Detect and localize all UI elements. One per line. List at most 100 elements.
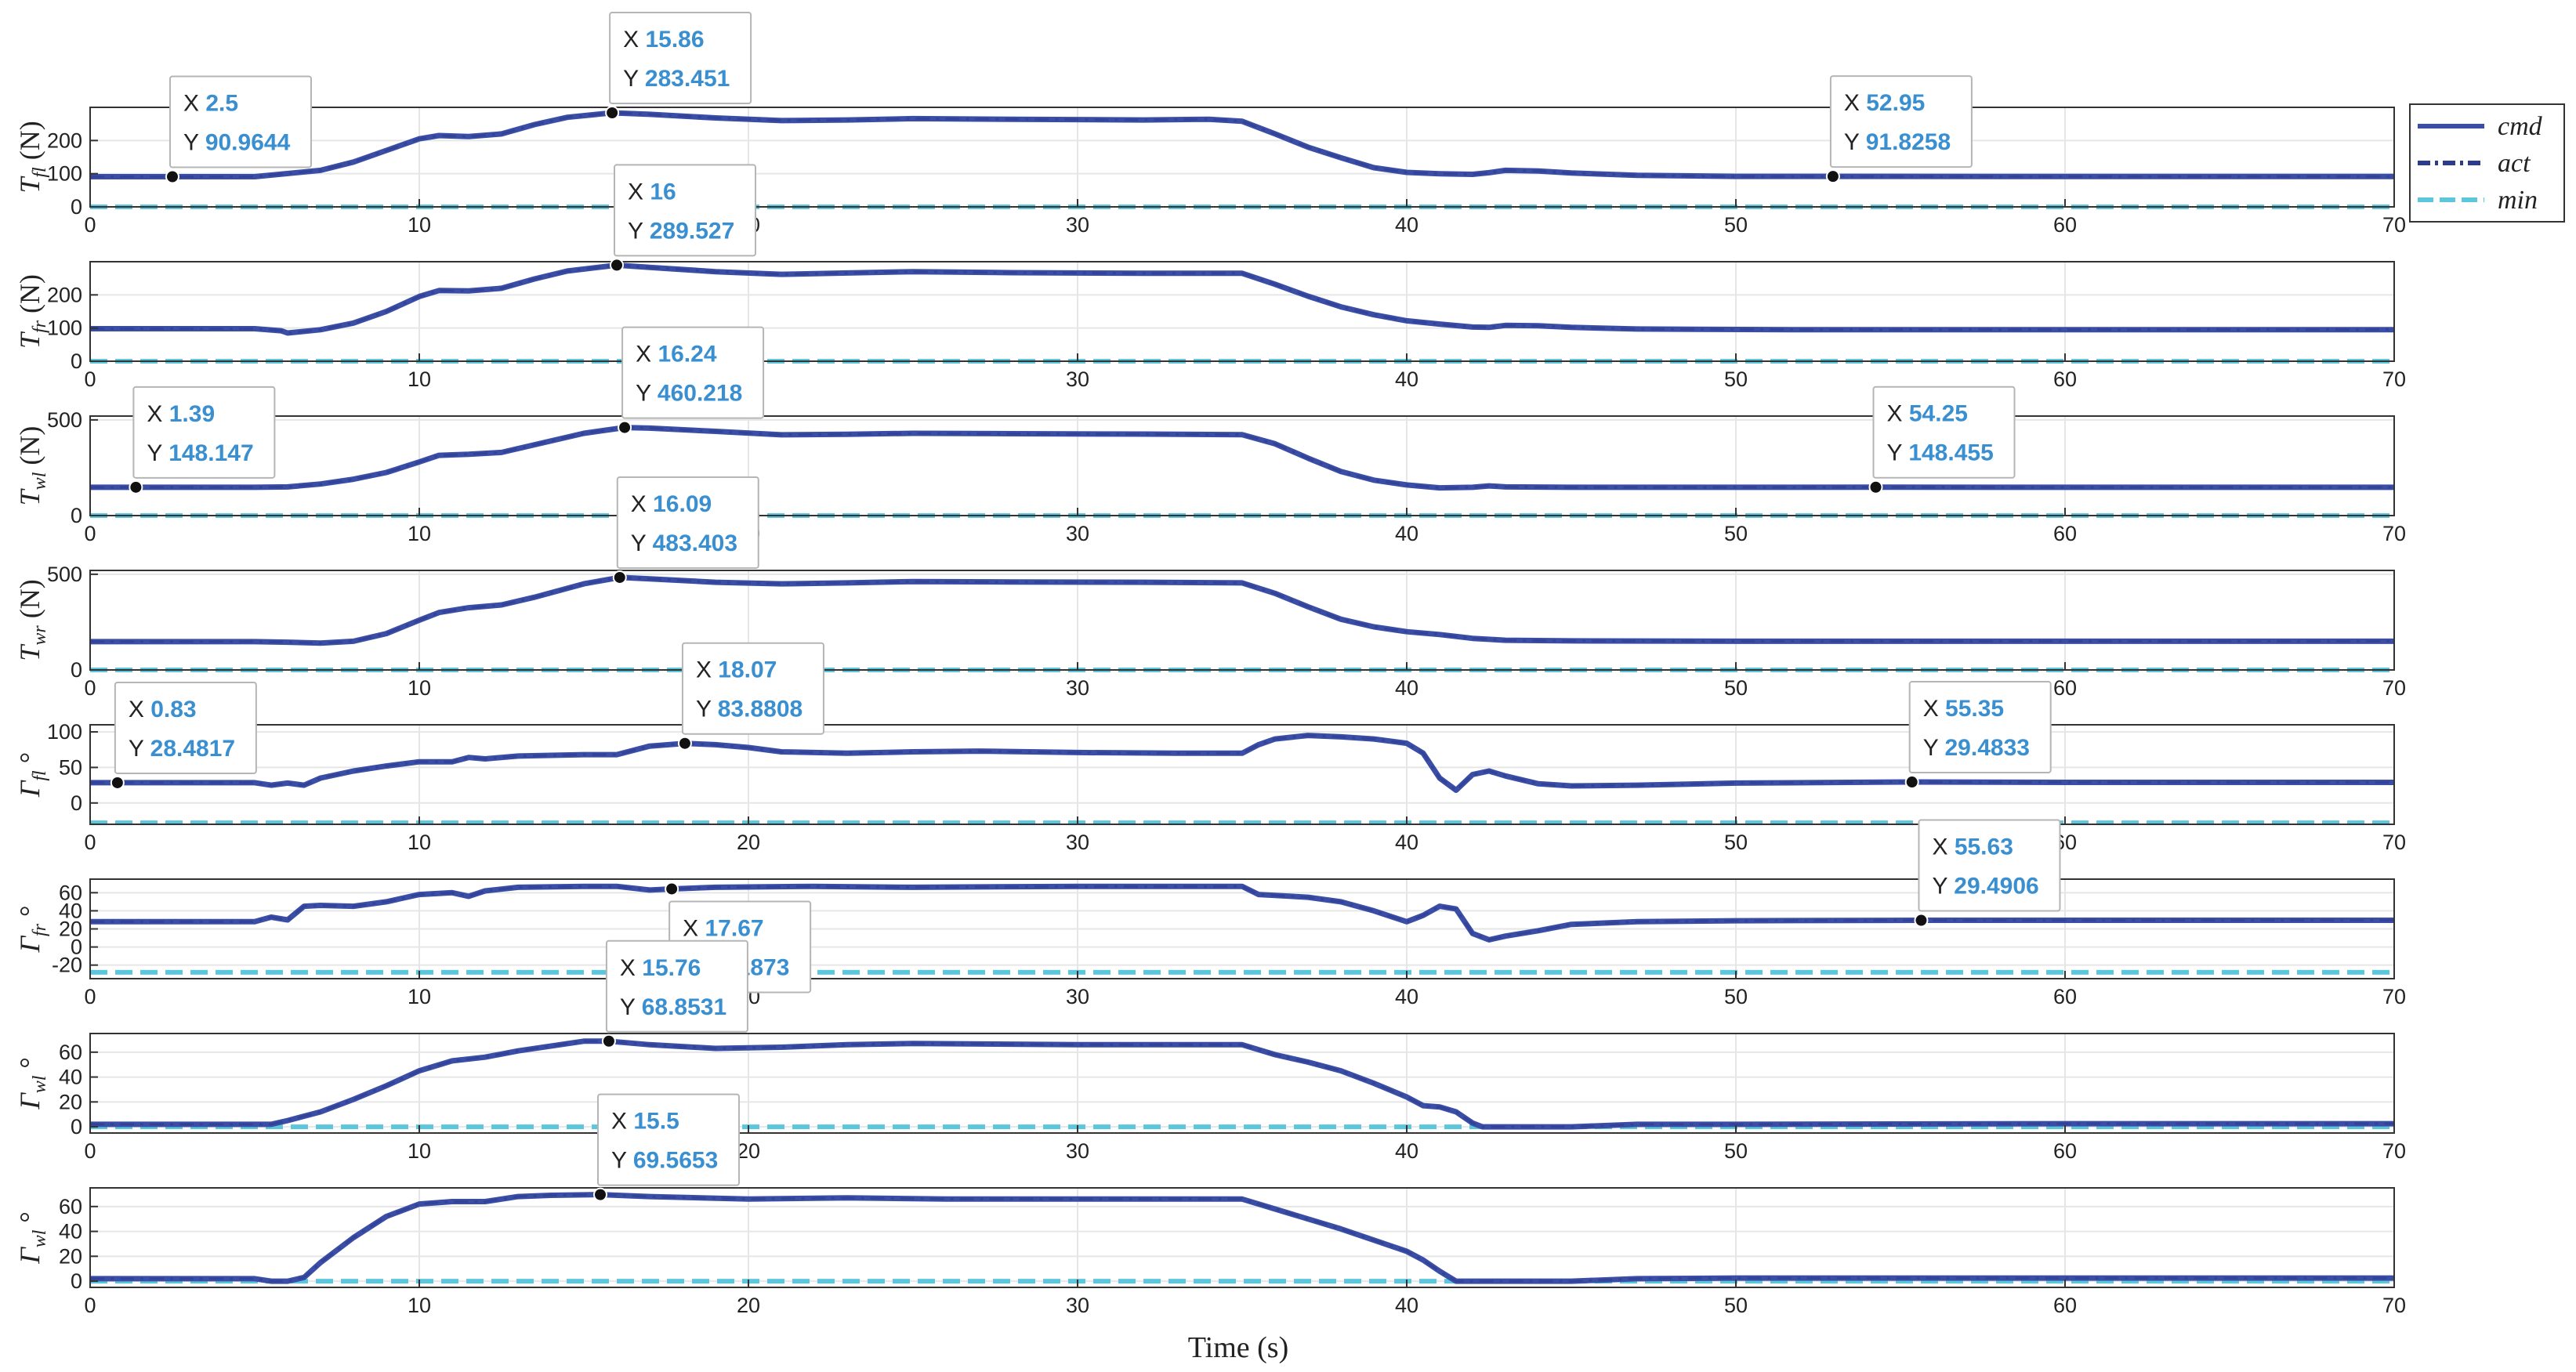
x-tick-label: 10 xyxy=(408,831,431,854)
y-tick-label: 0 xyxy=(71,195,82,219)
data-tip-marker xyxy=(605,106,620,121)
data-tip: X 52.95 Y 91.8258 xyxy=(1825,75,1973,184)
data-tip: X 0.83 Y 28.4817 xyxy=(110,681,257,790)
x-tick-label: 70 xyxy=(2382,1139,2406,1163)
y-label-subscript: wr xyxy=(30,625,50,646)
x-tick-label: 60 xyxy=(2053,676,2077,700)
data-tip-y: Y 83.8808 xyxy=(696,697,803,722)
series-act xyxy=(90,1040,2394,1128)
subplot-2: 0100200010203040506070Tfr (N) xyxy=(14,261,2406,391)
y-label-symbol: Γ xyxy=(14,1092,45,1110)
y-label-unit: ° xyxy=(14,906,45,924)
y-tick-label: 0 xyxy=(71,791,82,815)
x-tick-label: 70 xyxy=(2382,831,2406,854)
y-label-symbol: T xyxy=(14,643,45,661)
y-label-symbol: T xyxy=(14,487,45,505)
data-tip: X 18.07 Y 83.8808 xyxy=(677,642,824,751)
y-axis-label: Γfr ° xyxy=(14,906,50,954)
x-tick-label: 50 xyxy=(1724,1139,1748,1163)
y-label-symbol: T xyxy=(14,176,45,194)
data-tip-x: X 52.95 xyxy=(1844,90,1925,116)
data-tip: X 54.25 Y 148.455 xyxy=(1868,386,2016,494)
x-tick-label: 70 xyxy=(2382,367,2406,391)
y-axis-label: Tfr (N) xyxy=(14,274,50,349)
x-tick-label: 60 xyxy=(2053,367,2077,391)
y-tick-label: 0 xyxy=(71,349,82,373)
x-tick-label: 20 xyxy=(737,831,760,854)
data-tip-y: Y 29.4833 xyxy=(1923,735,2030,761)
x-tick-label: 0 xyxy=(84,676,96,700)
data-tip-marker xyxy=(677,736,692,751)
y-tick-label: 40 xyxy=(59,1066,82,1089)
y-tick-label: 50 xyxy=(59,755,82,779)
x-tick-label: 40 xyxy=(1395,522,1418,545)
x-tick-label: 50 xyxy=(1724,1294,1748,1317)
axes-frame xyxy=(89,1033,2395,1134)
data-tip-box xyxy=(1908,681,2052,774)
data-tip-y: Y 460.218 xyxy=(636,381,742,407)
data-tip-marker xyxy=(129,480,143,494)
x-tick-label: 50 xyxy=(1724,367,1748,391)
data-tip-box xyxy=(1872,386,2016,479)
legend-label-min: min xyxy=(2498,186,2538,215)
y-axis-label: Γwl ° xyxy=(14,1057,50,1110)
data-tip-marker xyxy=(1914,913,1929,928)
y-axis-label: Γfl ° xyxy=(14,752,50,798)
data-tip: X 15.5 Y 69.5653 xyxy=(593,1093,740,1202)
x-tick-label: 40 xyxy=(1395,985,1418,1008)
x-tick-label: 10 xyxy=(408,522,431,545)
y-tick-label: 40 xyxy=(59,1220,82,1243)
data-tip-x: X 55.63 xyxy=(1932,834,2013,860)
data-tip-marker xyxy=(1904,775,1919,790)
data-tip-x: X 2.5 xyxy=(183,90,238,116)
data-tip-box xyxy=(621,326,765,419)
axes-frame xyxy=(89,415,2395,516)
x-tick-label: 40 xyxy=(1395,367,1418,391)
x-tick-label: 30 xyxy=(1066,985,1089,1008)
x-tick-label: 60 xyxy=(2053,522,2077,545)
x-tick-label: 60 xyxy=(2053,1139,2077,1163)
y-label-unit: (N) xyxy=(14,426,45,472)
subplots-group: 0100200010203040506070Tfl (N)01002000102… xyxy=(14,12,2406,1317)
data-tip-box xyxy=(1918,819,2061,912)
y-tick-label: 500 xyxy=(47,563,82,586)
x-tick-label: 50 xyxy=(1724,522,1748,545)
x-tick-label: 0 xyxy=(84,367,96,391)
x-tick-label: 10 xyxy=(408,676,431,700)
y-label-symbol: T xyxy=(14,331,45,349)
data-tip-box xyxy=(616,476,759,569)
data-tip: X 16.09 Y 483.403 xyxy=(612,476,759,585)
data-tip: X 55.35 Y 29.4833 xyxy=(1904,681,2052,790)
x-tick-label: 20 xyxy=(737,1139,760,1163)
x-tick-label: 20 xyxy=(737,1294,760,1317)
data-tip-marker xyxy=(612,570,627,585)
x-tick-label: 0 xyxy=(84,831,96,854)
x-tick-label: 30 xyxy=(1066,522,1089,545)
data-tip-x: X 16 xyxy=(628,179,676,205)
subplot-1: 0100200010203040506070Tfl (N) xyxy=(14,107,2406,237)
y-tick-label: 0 xyxy=(71,1269,82,1293)
y-tick-label: 200 xyxy=(47,129,82,152)
data-tip-box xyxy=(605,939,748,1033)
data-tip-box xyxy=(597,1093,740,1186)
x-tick-label: 70 xyxy=(2382,676,2406,700)
x-tick-label: 40 xyxy=(1395,676,1418,700)
axes-frame xyxy=(89,1187,2395,1288)
subplot-3: 0500010203040506070Twl (N) xyxy=(14,408,2406,545)
y-label-unit: ° xyxy=(14,752,45,770)
y-tick-label: 100 xyxy=(47,317,82,340)
data-tip-x: X 15.86 xyxy=(623,27,704,52)
y-label-subscript: fr xyxy=(30,320,50,333)
y-axis-label: Γwl ° xyxy=(14,1211,50,1265)
plot-area xyxy=(90,570,2394,670)
data-tip-x: X 1.39 xyxy=(147,401,215,427)
x-tick-label: 0 xyxy=(84,1294,96,1317)
data-tip-box xyxy=(114,681,257,774)
data-tip-box xyxy=(614,164,756,257)
data-tip-x: X 15.5 xyxy=(611,1109,679,1135)
data-tip-marker xyxy=(165,169,179,184)
data-tip-box xyxy=(681,642,824,735)
data-tip-marker xyxy=(1868,480,1883,494)
